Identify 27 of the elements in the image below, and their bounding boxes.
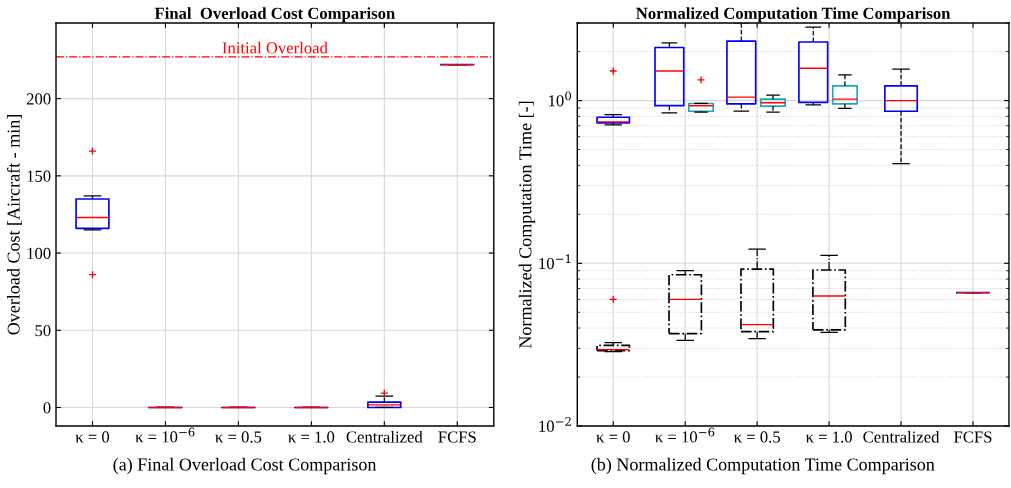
y-tick-label: 50 [35,324,51,337]
x-tick-label: κ = 0 [75,431,110,443]
y-tick-label: 10$^{−2}$ [539,416,571,432]
text: (a) Final Overload Cost Comparison [113,457,377,475]
text: (b) Normalized Computation Time Comparison [591,457,935,475]
y-tick-label: 200 [26,93,51,105]
y-tick-label: 100 [27,247,51,259]
x-tick-label: FCFS [438,431,476,443]
ref-line-label: Initial Overload [222,41,328,54]
x-tick-label: κ = 1.0 [805,431,852,443]
x-tick-label: κ = 0 [596,431,630,443]
y-axis-title: Overload Cost [Aircraft - min] [6,115,22,335]
x-tick-label: κ = 1.0 [288,431,335,443]
y-tick-label: 10$^{0}$ [549,91,572,107]
x-tick-label: Centralized [346,430,423,443]
x-tick-label: Centralized [863,430,940,443]
chart-title: Final Overload Cost Comparison [154,7,396,23]
x-tick-label: κ = 10$^{−6}$ [135,427,195,443]
x-tick-label: κ = 0.5 [733,431,780,443]
x-tick-label: κ = 0.5 [215,431,262,443]
x-tick-label: FCFS [954,431,992,443]
y-axis-title: Normalized Computation Time [-] [518,101,536,349]
chart-title: Normalized Computation Time Comparison [636,7,951,23]
x-tick-label: κ = 10$^{−6}$ [655,427,715,443]
y-tick-label: 0 [43,402,51,414]
y-tick-label: 10$^{−1}$ [539,254,571,270]
y-tick-label: 150 [27,170,51,182]
